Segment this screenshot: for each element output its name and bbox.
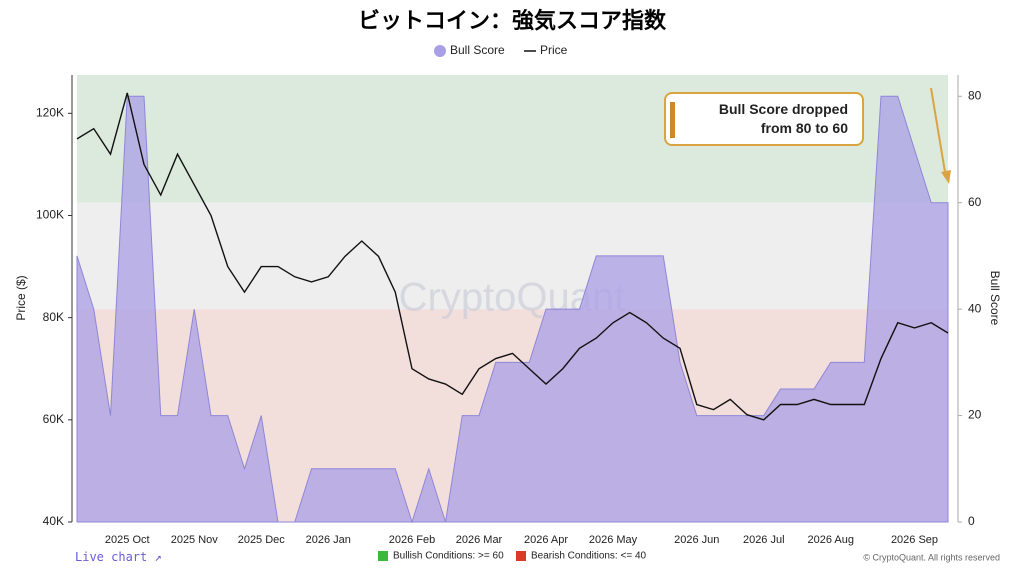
y2-axis-label: Bull Score — [988, 271, 1002, 326]
y2-tick-label: 80 — [968, 88, 982, 102]
x-tick-label: 2026 Jul — [743, 534, 785, 546]
annotation-arrow — [930, 87, 947, 179]
legend-swatch — [434, 45, 446, 57]
x-tick-label: 2026 Mar — [456, 534, 503, 546]
x-tick-label: 2026 Feb — [389, 534, 435, 546]
y2-tick-label: 0 — [968, 514, 975, 528]
live-chart-link[interactable]: Live chart ↗ — [75, 550, 162, 564]
condition-swatch — [516, 551, 526, 561]
x-tick-label: 2026 Aug — [808, 534, 855, 546]
condition-band — [77, 202, 948, 310]
y2-tick-label: 20 — [968, 408, 982, 422]
y-tick-label: 80K — [43, 310, 64, 324]
x-tick-label: 2026 Jan — [306, 534, 351, 546]
x-tick-label: 2025 Dec — [238, 534, 286, 546]
x-tick-label: 2026 Jun — [674, 534, 719, 546]
chart-title: ビットコイン：強気スコア指数 — [358, 8, 667, 33]
y-tick-label: 100K — [36, 208, 64, 222]
legend-label: Bull Score — [450, 43, 505, 57]
y2-tick-label: 60 — [968, 195, 982, 209]
y-tick-label: 40K — [43, 514, 64, 528]
bull-score-area — [76, 95, 949, 524]
y-tick-label: 60K — [43, 412, 64, 426]
x-tick-label: 2025 Nov — [171, 534, 219, 546]
x-tick-label: 2026 Sep — [891, 534, 938, 546]
condition-swatch — [378, 551, 388, 561]
condition-label: Bullish Conditions: >= 60 — [393, 551, 504, 562]
annotation: Bull Score dropped from 80 to 60 — [664, 92, 864, 146]
legend-label: Price — [540, 43, 568, 57]
condition-label: Bearish Conditions: <= 40 — [531, 551, 647, 562]
x-tick-label: 2025 Oct — [105, 534, 150, 546]
y-axis-label: Price ($) — [14, 275, 28, 320]
price-line — [76, 92, 949, 421]
x-tick-label: 2026 Apr — [524, 534, 568, 546]
y-tick-label: 120K — [36, 105, 64, 119]
x-tick-label: 2026 May — [589, 534, 638, 546]
copyright: © CryptoQuant. All rights reserved — [863, 552, 1000, 562]
y2-tick-label: 40 — [968, 301, 982, 315]
annotation-arrowhead — [941, 170, 951, 184]
